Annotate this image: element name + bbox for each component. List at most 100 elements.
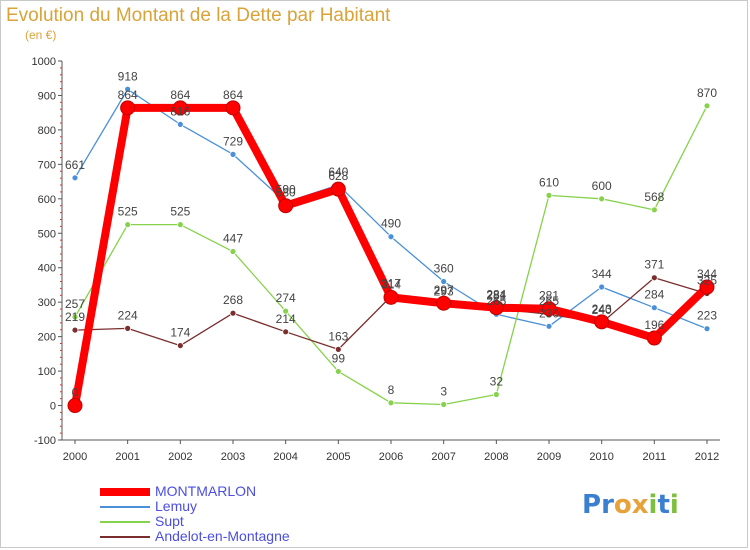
data-label-lemuy: 590 [276,182,296,196]
data-point-montmarlon [225,100,241,116]
data-point-supt [598,195,606,203]
x-tick-label: 2000 [63,451,87,463]
x-tick-label: 2009 [537,451,561,463]
data-point-supt [387,399,395,407]
legend-label-lemuy: Lemuy [155,498,198,514]
data-point-supt [176,221,184,229]
data-point-andelot-en-montagne [176,342,184,349]
data-label-andelot-en-montagne: 268 [223,293,243,307]
data-point-lemuy [71,174,79,182]
data-label-andelot-en-montagne: 219 [65,310,85,324]
data-label-montmarlon: 864 [118,88,138,102]
y-tick-label: 300 [38,297,56,309]
data-label-andelot-en-montagne: 317 [381,276,401,290]
data-label-supt: 525 [118,205,138,219]
data-label-lemuy: 661 [65,158,85,172]
data-point-lemuy [176,120,184,128]
x-tick-label: 2012 [695,451,719,463]
data-point-lemuy [650,304,658,312]
proxiti-logo: Proxiti [582,490,679,520]
x-tick-label: 2006 [379,451,403,463]
data-label-montmarlon: 281 [539,289,559,303]
logo-letter: t [657,490,670,520]
x-tick-label: 2007 [431,451,455,463]
x-tick-label: 2004 [273,451,297,463]
data-label-andelot-en-montagne: 214 [276,312,296,326]
data-label-andelot-en-montagne: 325 [697,274,717,288]
data-label-lemuy: 223 [697,309,717,323]
y-tick-label: 900 [38,90,56,102]
data-point-andelot-en-montagne [229,309,237,317]
legend-label-supt: Supt [155,513,184,529]
data-point-montmarlon [594,314,610,330]
data-label-supt: 99 [332,351,346,365]
data-label-montmarlon: 196 [644,318,664,332]
series-line-supt [74,105,708,406]
data-label-montmarlon: 628 [328,169,348,183]
y-tick-label: 500 [38,228,56,240]
y-tick-label: 100 [38,366,56,378]
data-label-supt: 568 [644,190,664,204]
logo-letter: o [613,490,632,520]
data-point-lemuy [124,85,132,93]
y-tick-label: -100 [34,435,56,447]
data-label-montmarlon: 243 [592,302,612,316]
data-point-supt [229,248,237,255]
data-point-andelot-en-montagne [334,345,342,353]
chart-title: Evolution du Montant de la Dette par Hab… [6,5,391,26]
data-label-lemuy: 918 [118,69,138,83]
logo-letter: i [669,490,679,520]
data-label-lemuy: 344 [592,267,612,281]
legend-label-andelot-en-montagne: Andelot-en-Montagne [155,528,290,544]
data-point-lemuy [229,150,237,158]
data-point-supt [282,307,290,315]
data-point-andelot-en-montagne [650,274,658,282]
data-label-andelot-en-montagne: 240 [592,303,612,317]
y-tick-label: 400 [38,263,56,275]
data-label-montmarlon: 314 [381,277,401,291]
x-tick-label: 2011 [643,451,667,463]
logo-letter: i [648,490,658,520]
data-point-montmarlon [646,330,662,346]
data-label-montmarlon: 0 [72,386,79,400]
y-tick-label: 200 [38,332,56,344]
y-tick-label: 700 [38,159,56,171]
data-label-lemuy: 640 [328,165,348,179]
data-label-andelot-en-montagne: 163 [328,329,348,343]
data-point-supt [703,102,711,110]
data-label-lemuy: 230 [539,306,559,320]
legend-swatch-supt [100,521,150,523]
series-line-montmarlon [71,103,711,410]
data-point-supt [71,313,79,321]
data-label-supt: 8 [388,383,395,397]
data-label-andelot-en-montagne: 281 [486,289,506,303]
data-label-andelot-en-montagne: 293 [434,285,454,299]
data-point-supt [545,191,553,199]
legend-swatch-andelot-en-montagne [100,536,150,538]
data-point-montmarlon [699,279,715,295]
data-label-lemuy: 284 [644,288,664,302]
data-label-montmarlon: 297 [434,283,454,297]
x-tick-label: 2008 [484,451,508,463]
data-label-supt: 274 [276,291,296,305]
data-point-supt [492,391,500,398]
data-label-lemuy: 816 [170,104,190,118]
x-tick-label: 2001 [115,451,139,463]
data-point-montmarlon [436,295,452,311]
x-tick-label: 2003 [221,451,245,463]
logo-letter: P [582,490,602,520]
data-point-montmarlon [488,300,504,316]
data-point-supt [440,401,448,408]
legend-swatch-montmarlon [100,488,150,496]
y-tick-label: 1000 [32,56,56,68]
data-point-montmarlon [172,100,188,116]
legend-swatch-lemuy [100,506,150,508]
data-point-montmarlon [120,100,136,116]
data-point-supt [334,368,342,375]
data-label-supt: 257 [65,297,85,311]
data-point-andelot-en-montagne [71,326,79,334]
data-point-montmarlon [541,301,557,317]
data-point-lemuy [440,278,448,285]
data-point-lemuy [387,233,395,241]
